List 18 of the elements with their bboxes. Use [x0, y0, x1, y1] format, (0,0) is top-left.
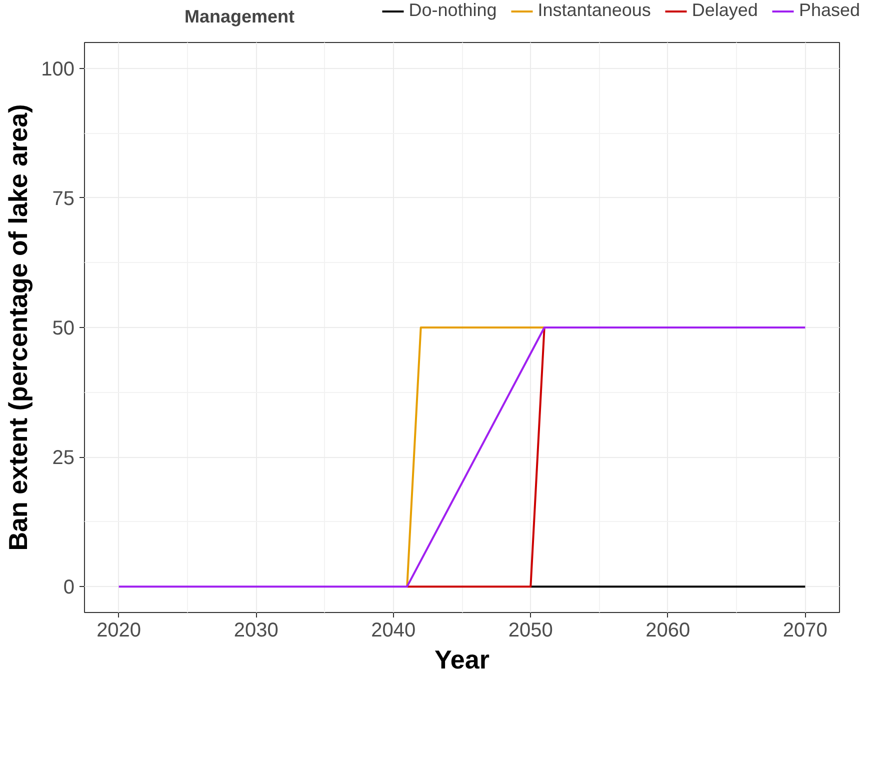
y-tick-label: 75 — [52, 188, 75, 210]
x-tick-label: 2030 — [234, 620, 278, 642]
x-axis-title: Year — [434, 644, 490, 674]
y-tick-label: 50 — [52, 318, 75, 340]
legend-label: Do-nothing — [408, 0, 497, 21]
y-tick-label: 25 — [52, 447, 75, 470]
y-axis-title: Ban extent (percentage of lake area) — [3, 104, 34, 551]
legend-title: Management — [184, 6, 295, 26]
x-tick-label: 2040 — [371, 620, 416, 642]
x-tick-label: 2020 — [96, 620, 142, 642]
legend-label: Phased — [798, 0, 860, 21]
y-tick-label: 100 — [41, 58, 75, 80]
x-tick-label: 2070 — [782, 620, 828, 642]
legend-label: Instantaneous — [538, 0, 651, 21]
y-tick-label: 0 — [63, 576, 74, 599]
x-tick-label: 2050 — [508, 620, 553, 642]
x-tick-label: 2060 — [646, 620, 690, 642]
legend-label: Delayed — [692, 0, 758, 21]
